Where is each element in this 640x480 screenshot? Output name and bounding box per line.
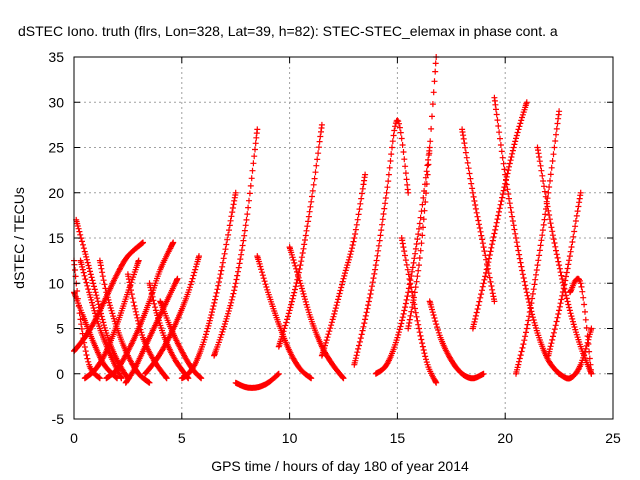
data-point-markers bbox=[122, 275, 181, 386]
y-tick-label: 10 bbox=[48, 275, 64, 291]
y-tick-label: 30 bbox=[48, 94, 64, 110]
y-axis-label: dSTEC / TECUs bbox=[11, 187, 27, 289]
data-point-markers bbox=[211, 126, 261, 359]
y-tick-label: -5 bbox=[52, 411, 65, 427]
series-30 bbox=[545, 189, 584, 359]
y-tick-label: 5 bbox=[56, 321, 64, 337]
data-point-markers bbox=[566, 275, 595, 377]
data-point-markers bbox=[286, 244, 347, 382]
series-16 bbox=[254, 253, 315, 382]
x-axis-label: GPS time / hours of day 180 of year 2014 bbox=[211, 458, 469, 474]
y-tick-label: 20 bbox=[48, 185, 64, 201]
series-25 bbox=[459, 126, 498, 305]
series-23 bbox=[405, 54, 440, 332]
data-point-markers bbox=[81, 257, 142, 382]
data-point-markers bbox=[254, 253, 315, 382]
data-markers bbox=[71, 54, 595, 391]
data-point-markers bbox=[469, 99, 530, 332]
series-17 bbox=[286, 244, 347, 382]
data-point-markers bbox=[459, 126, 498, 305]
data-point-markers bbox=[405, 54, 440, 332]
data-point-markers bbox=[556, 325, 595, 382]
data-point-markers bbox=[318, 171, 369, 359]
data-point-markers bbox=[426, 298, 487, 382]
y-tick-label: 15 bbox=[48, 230, 64, 246]
x-tick-label: 25 bbox=[605, 430, 621, 446]
x-tick-label: 10 bbox=[282, 430, 298, 446]
chart-title: dSTEC Iono. truth (flrs, Lon=328, Lat=39… bbox=[18, 23, 558, 39]
y-tick-label: 35 bbox=[48, 49, 64, 65]
data-point-markers bbox=[275, 121, 325, 350]
data-point-markers bbox=[351, 117, 412, 368]
grid-lines bbox=[74, 57, 613, 419]
series-13 bbox=[178, 189, 239, 382]
axis-ticks: 0 5 10 15 20 25 -5 0 5 10 15 20 25 30 35 bbox=[48, 49, 621, 446]
x-tick-label: 15 bbox=[390, 430, 406, 446]
x-tick-label: 5 bbox=[178, 430, 186, 446]
series-29 bbox=[534, 144, 595, 377]
x-tick-label: 0 bbox=[70, 430, 78, 446]
data-point-markers bbox=[534, 144, 595, 377]
data-point-markers bbox=[232, 370, 282, 391]
series-18 bbox=[275, 121, 325, 350]
series-5 bbox=[81, 257, 142, 382]
data-point-markers bbox=[513, 108, 563, 377]
data-point-markers bbox=[372, 144, 433, 377]
data-point-markers bbox=[142, 253, 202, 377]
series-21 bbox=[372, 144, 433, 377]
x-tick-label: 20 bbox=[497, 430, 513, 446]
y-tick-label: 25 bbox=[48, 140, 64, 156]
series-20 bbox=[351, 117, 412, 368]
series-9 bbox=[122, 275, 181, 386]
data-point-markers bbox=[178, 189, 239, 382]
series-32 bbox=[566, 275, 595, 377]
series-24 bbox=[426, 298, 487, 382]
series-15 bbox=[232, 370, 282, 391]
series-19 bbox=[318, 171, 369, 359]
series-14 bbox=[211, 126, 261, 359]
y-tick-label: 0 bbox=[56, 366, 64, 382]
series-31 bbox=[556, 325, 595, 382]
series-26 bbox=[469, 99, 530, 332]
series-11 bbox=[142, 253, 202, 377]
data-point-markers bbox=[545, 189, 584, 359]
series-28 bbox=[513, 108, 563, 377]
